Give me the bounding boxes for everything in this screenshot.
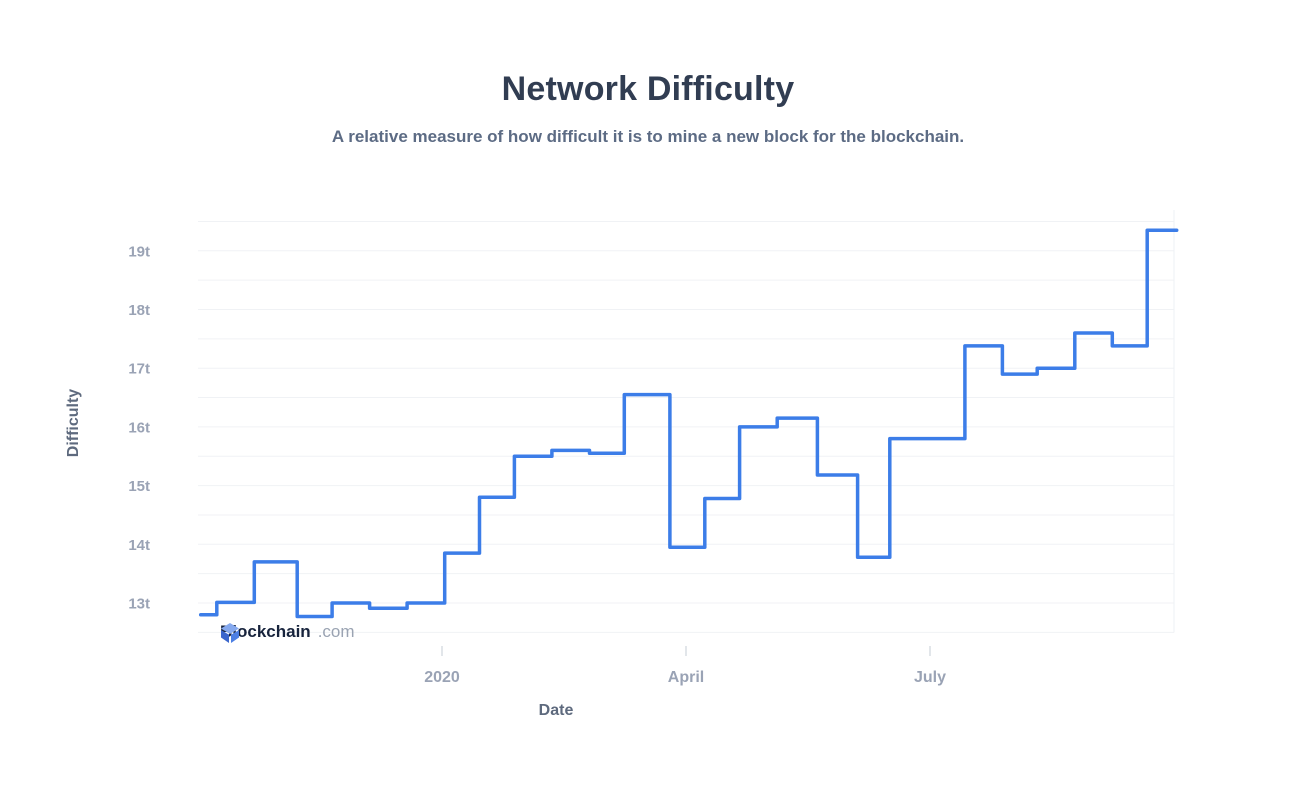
y-tick-label: 14t xyxy=(128,537,150,554)
y-tick-label: 13t xyxy=(128,596,150,613)
y-gridlines xyxy=(198,210,1175,633)
x-tick-label: April xyxy=(668,669,704,686)
watermark-domain-text: .com xyxy=(317,622,355,641)
y-tick-label: 16t xyxy=(128,419,150,436)
y-axis-title: Difficulty xyxy=(65,389,82,458)
x-tick-label: July xyxy=(914,669,946,686)
x-axis-title: Date xyxy=(539,702,574,719)
blockchain-cube-icon xyxy=(221,623,239,643)
page-title: Network Difficulty xyxy=(501,70,795,108)
y-tick-label: 15t xyxy=(128,478,150,495)
y-tick-label: 18t xyxy=(128,302,150,319)
y-tick-label: 17t xyxy=(128,361,150,378)
difficulty-step-line[interactable] xyxy=(198,228,1179,619)
axis-layer: 13t 14t 15t 16t 17t 18t 19t 2020 April July xyxy=(128,243,946,686)
x-tick-label: 2020 xyxy=(424,669,460,686)
y-tick-label: 19t xyxy=(128,243,150,260)
blockchain-watermark[interactable]: Blockchain .com xyxy=(220,622,355,643)
page-subtitle: A relative measure of how difficult it i… xyxy=(331,127,965,146)
watermark-brand-text: Blockchain xyxy=(220,622,311,641)
